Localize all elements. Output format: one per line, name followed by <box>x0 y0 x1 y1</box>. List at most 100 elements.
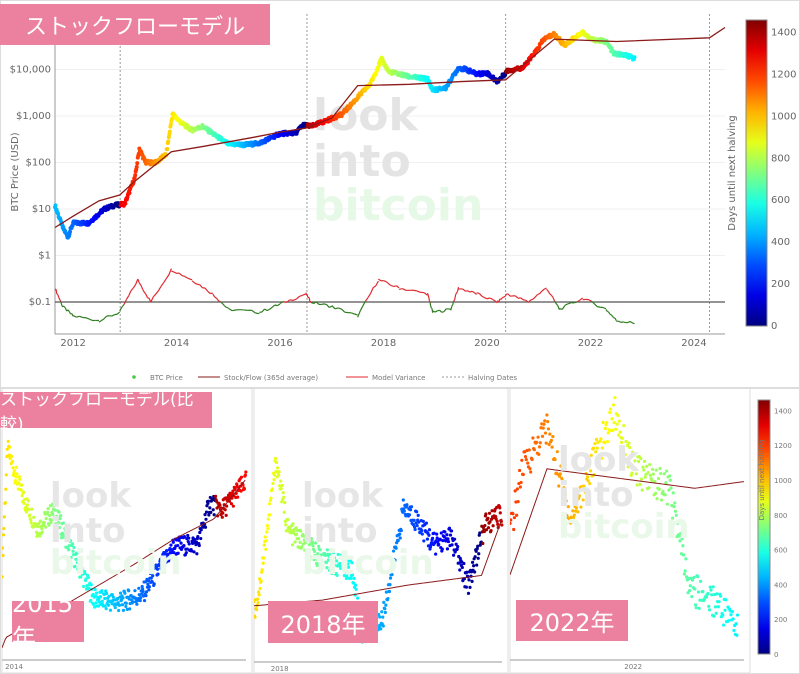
panel-btc-price-point <box>727 619 731 623</box>
panel-btc-price-point <box>182 535 186 539</box>
watermark-look: look <box>313 90 420 141</box>
panel-btc-price-point <box>329 559 334 563</box>
model-variance-segment <box>543 287 547 290</box>
panel-btc-price-point <box>350 561 354 565</box>
panel-btc-price-point <box>659 471 663 476</box>
panel-btc-price-point <box>57 520 61 525</box>
panel-btc-price-point <box>613 396 617 400</box>
panel-btc-price-point <box>175 538 179 542</box>
panel-btc-price-point <box>14 475 18 479</box>
panel-btc-price-point <box>343 562 347 566</box>
model-variance-segment <box>428 300 431 303</box>
panel-btc-price-point <box>543 431 548 435</box>
model-variance-segment <box>618 320 622 323</box>
panel-btc-price-point <box>244 470 248 474</box>
panel-btc-price-point <box>4 487 8 491</box>
panel-btc-price-point <box>89 598 93 603</box>
model-variance-segment <box>441 311 445 313</box>
panel-btc-price-point <box>311 544 315 548</box>
panel-btc-price-point <box>651 467 655 471</box>
panel-btc-price-point <box>446 537 450 541</box>
panel-btc-price-point <box>723 608 727 612</box>
model-variance-segment <box>385 281 390 285</box>
panel-btc-price-point <box>589 453 593 457</box>
model-variance-segment <box>631 322 635 325</box>
panel-btc-price-point <box>69 539 73 543</box>
panel-btc-price-point <box>290 543 295 547</box>
panel-btc-price-point <box>273 456 278 460</box>
model-variance-segment <box>228 307 233 312</box>
panel-btc-price-point <box>15 472 19 476</box>
model-variance-segment <box>383 280 387 283</box>
model-variance-segment <box>145 294 149 298</box>
panel-btc-price-point <box>667 488 671 492</box>
panel-btc-price-point <box>597 454 602 458</box>
model-variance-segment <box>591 300 595 305</box>
panel-btc-price-point <box>682 553 686 557</box>
panel-btc-price-point <box>280 483 284 488</box>
panel-btc-price-point <box>82 584 86 589</box>
panel-btc-price-point <box>36 524 40 529</box>
panel-btc-price-point <box>87 586 91 590</box>
panel-btc-price-point <box>430 536 435 540</box>
model-variance-segment <box>341 308 346 313</box>
panel-btc-price-point <box>470 579 474 583</box>
model-variance-segment <box>549 293 552 296</box>
panel-btc-price-point <box>104 607 108 611</box>
panel-btc-price-point <box>72 545 76 550</box>
panel-btc-price-point <box>305 534 309 538</box>
panel-btc-price-point <box>225 504 229 508</box>
panel-btc-price-point <box>496 522 500 526</box>
panel-btc-price-point <box>435 536 439 540</box>
x-tick-label: 2012 <box>60 338 85 349</box>
panel-btc-price-point <box>313 541 318 545</box>
panel-btc-price-point <box>135 602 139 606</box>
panel-btc-price-point <box>708 585 712 589</box>
panel-btc-price-point <box>674 513 678 517</box>
model-variance-segment <box>507 293 511 297</box>
panel-btc-price-point <box>527 448 531 452</box>
model-variance-segment <box>125 295 130 300</box>
panel-btc-price-point <box>177 538 181 543</box>
panel-btc-price-point <box>277 470 281 474</box>
panel-btc-price-point <box>83 571 87 576</box>
model-variance-segment <box>622 321 626 324</box>
panel-btc-price-point <box>546 420 550 424</box>
panel-btc-price-point <box>684 557 688 561</box>
panel-btc-price-point <box>2 526 6 531</box>
model-variance-segment <box>398 288 403 290</box>
panel-btc-price-point <box>388 583 392 587</box>
panel-btc-price-point <box>639 456 643 461</box>
panel-btc-price-point <box>659 498 664 502</box>
panel-btc-price-point <box>402 507 406 511</box>
model-variance-segment <box>204 287 209 292</box>
btc-price-point <box>53 203 58 208</box>
panel-btc-price-point <box>321 560 325 564</box>
panel-btc-price-point <box>346 562 350 566</box>
panel-btc-price-point <box>564 499 568 503</box>
panel-btc-price-point <box>24 510 29 514</box>
panel-btc-price-point <box>318 548 322 552</box>
panel-btc-price-point <box>187 542 191 546</box>
model-variance-segment <box>218 300 221 303</box>
panel-btc-price-point <box>206 499 210 503</box>
model-variance-segment <box>494 300 498 304</box>
model-variance-segment <box>148 298 152 303</box>
panel-btc-price-point <box>271 481 275 486</box>
panel-btc-price-point <box>634 468 638 472</box>
panel-btc-price-point <box>18 477 22 481</box>
y-tick-label: $1,000 <box>16 111 51 122</box>
x-tick-label: 2024 <box>681 338 706 349</box>
model-variance-segment <box>334 307 339 310</box>
model-variance-segment <box>372 285 377 289</box>
panel-btc-price-point <box>668 478 672 482</box>
model-variance-segment <box>326 304 330 308</box>
panel-btc-price-point <box>520 458 524 462</box>
watermark-bitcoin: bitcoin <box>313 180 483 231</box>
panel-btc-price-point <box>209 510 213 514</box>
model-variance-segment <box>315 301 320 305</box>
model-variance-segment <box>391 285 395 288</box>
y-tick-label: $10 <box>32 204 51 215</box>
panel-btc-price-point <box>443 530 447 534</box>
panel-btc-price-point <box>642 459 647 463</box>
